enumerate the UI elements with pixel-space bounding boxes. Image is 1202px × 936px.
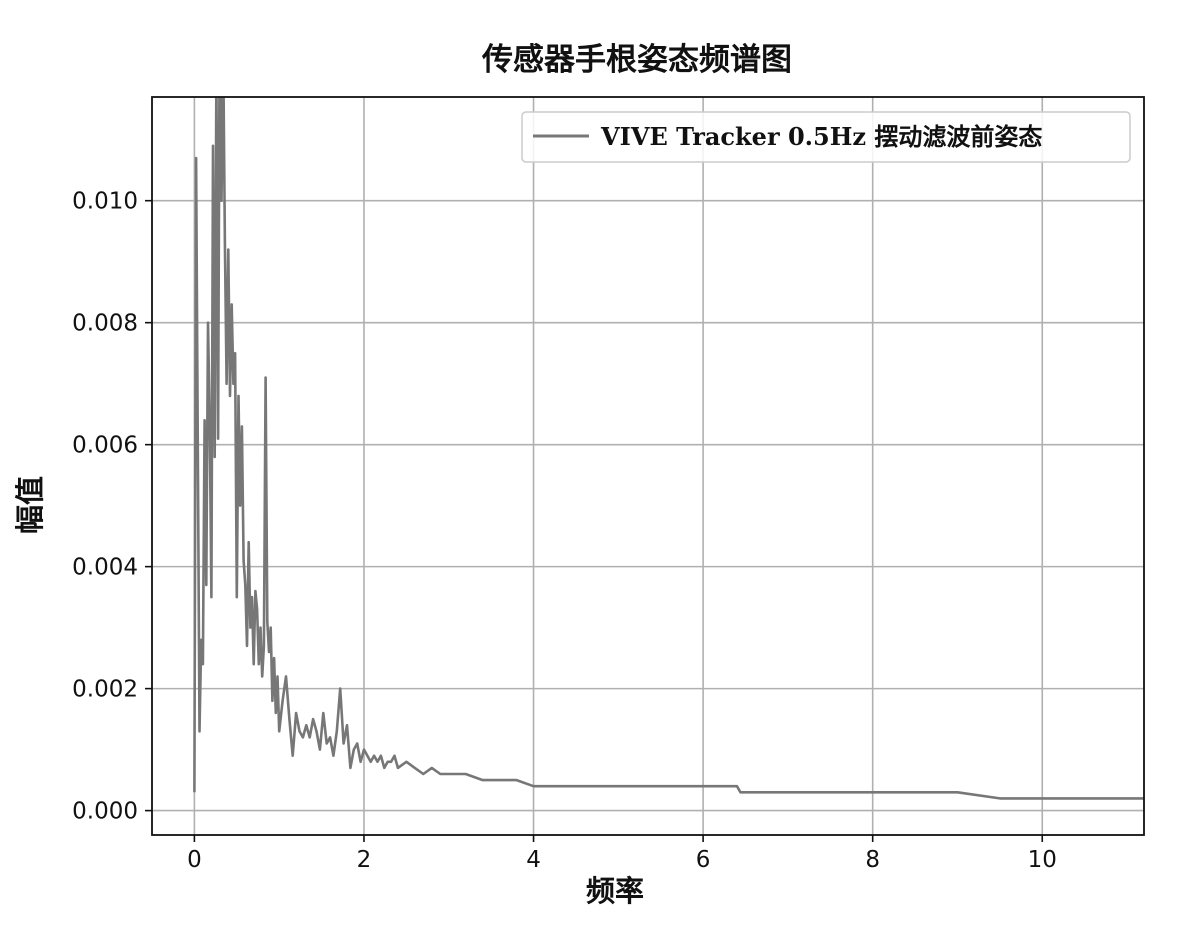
data-series bbox=[193, 97, 1144, 800]
chart-title: 传感器手根姿态频谱图 bbox=[481, 42, 792, 78]
x-tick-label: 8 bbox=[865, 847, 880, 873]
x-tick-label: 0 bbox=[187, 847, 202, 873]
y-axis-label: 幅值 bbox=[13, 476, 47, 534]
x-tick-label: 10 bbox=[1028, 847, 1057, 873]
x-tick-label: 4 bbox=[526, 847, 541, 873]
legend-label: VIVE Tracker 0.5Hz 摆动滤波前姿态 bbox=[600, 122, 1042, 151]
grid-lines bbox=[152, 97, 1144, 835]
legend-box bbox=[521, 111, 1131, 163]
x-tick-label: 6 bbox=[696, 847, 711, 873]
x-axis-label: 频率 bbox=[586, 874, 644, 908]
y-tick-label: 0.010 bbox=[72, 189, 138, 215]
y-tick-label: 0.008 bbox=[72, 311, 138, 337]
y-tick-label: 0.004 bbox=[72, 555, 138, 581]
axis-ticks: 0 2 4 6 8 10 0.000 0.002 0.004 0.006 0.008 0.010 bbox=[72, 189, 1057, 873]
legend: VIVE Tracker 0.5Hz 摆动滤波前姿态 bbox=[521, 111, 1131, 163]
y-tick-label: 0.002 bbox=[72, 677, 138, 703]
series-line bbox=[193, 97, 1144, 800]
y-tick-label: 0.000 bbox=[72, 799, 138, 825]
x-tick-label: 2 bbox=[357, 847, 372, 873]
y-tick-label: 0.006 bbox=[72, 433, 138, 459]
plot-frame bbox=[151, 96, 1145, 836]
